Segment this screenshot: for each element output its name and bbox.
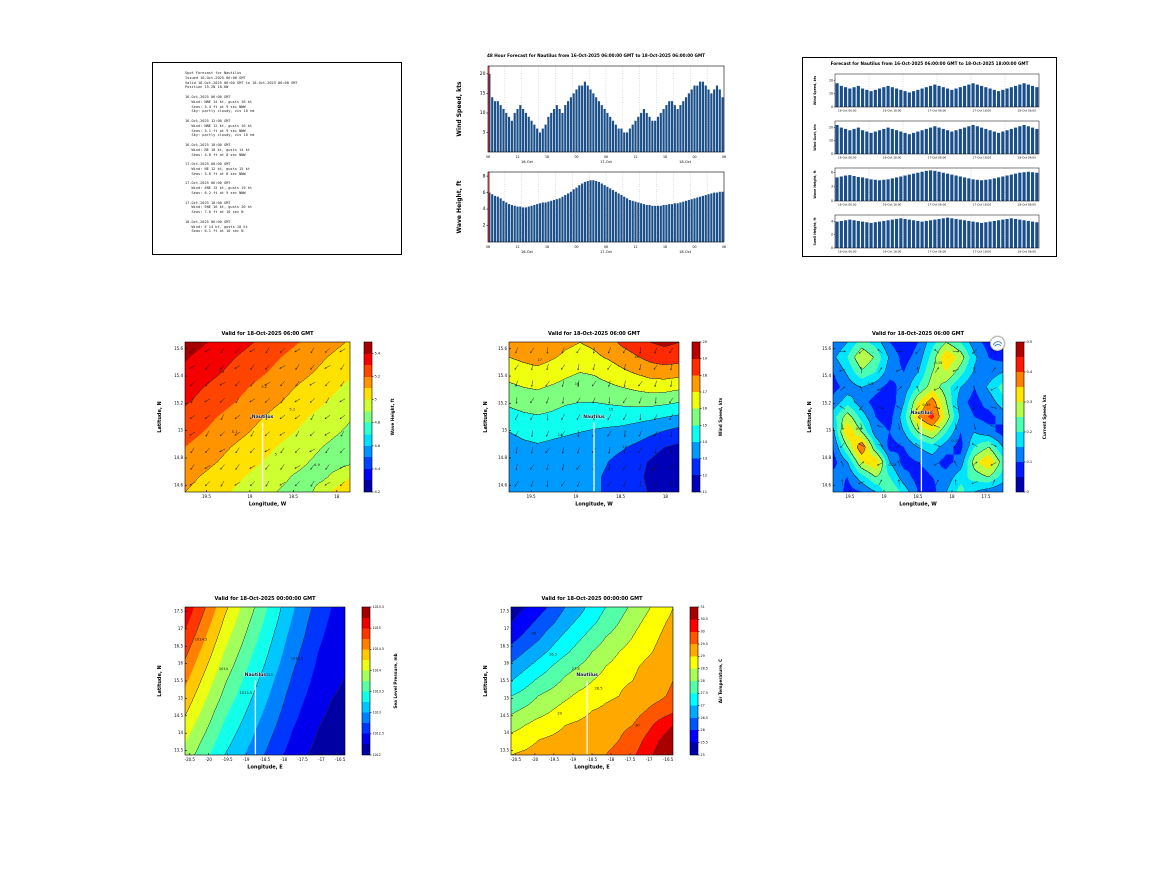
- report-line: 17-Oct-2025 18:00 GMT: [185, 200, 231, 205]
- panel-48h-forecast: 48 Hour Forecast for Nautilus from 16-Oc…: [450, 50, 742, 265]
- forecast-48h-title: 48 Hour Forecast for Nautilus from 16-Oc…: [486, 53, 706, 58]
- report-line: Seas: 5.1 ft at 9 sec NNW: [185, 128, 246, 133]
- panel-wind-speed-map: Valid for 18-Oct-2025 06:00 GMT Nautilus: [478, 325, 733, 518]
- current-map-title: Valid for 18-Oct-2025 06:00 GMT: [871, 331, 965, 337]
- current-map-canvas: [802, 325, 1057, 518]
- report-line: Issued 16-Oct-2025 06:00 GMT: [185, 75, 246, 80]
- report-line: Sky: partly cloudy, vis 10 nm: [185, 133, 255, 138]
- report-line: Seas: 4.8 ft at 8 sec NNW: [185, 152, 246, 157]
- report-line: Wind: NE 10 kt, gusts 14 kt: [185, 147, 250, 152]
- forecast-strips-canvas: [803, 58, 1056, 256]
- report-line: 16-Oct-2025 18:00 GMT: [185, 142, 231, 147]
- panel-wave-height-map: Valid for 18-Oct-2025 06:00 GMT Nautilus: [152, 325, 402, 518]
- report-line: 16-Oct-2025 12:00 GMT: [185, 118, 231, 123]
- report-line: Seas: 5.0 ft at 8 sec NNW: [185, 171, 246, 176]
- panel-current-speed-map: Valid for 18-Oct-2025 06:00 GMT Nautilus: [802, 325, 1057, 518]
- report-line: Seas: 7.0 ft at 10 sec N: [185, 210, 244, 215]
- forecast-text-block: Spot Forecast for Nautilus Issued 16-Oct-…: [153, 63, 401, 240]
- wave-map-title: Valid for 18-Oct-2025 06:00 GMT: [221, 331, 314, 337]
- report-line: Position 15.2N 18.6W: [185, 85, 229, 90]
- report-line: Wind: ENE 15 kt, gusts 19 kt: [185, 186, 253, 191]
- report-line: 17-Oct-2025 06:00 GMT: [185, 181, 231, 186]
- forecast-strips-title: Forecast for Nautilus from 16-Oct-2025 0…: [830, 61, 1029, 66]
- report-line: Seas: 5.4 ft at 9 sec NNW: [185, 104, 246, 109]
- station-label-nautilus: Nautilus: [251, 415, 274, 420]
- station-label-nautilus: Nautilus: [583, 415, 605, 420]
- panel-air-temperature-map: Valid for 18-Oct-2025 00:00:00 GMT Nauti…: [478, 590, 733, 783]
- airtemp-map-canvas: [478, 590, 733, 783]
- panel-text-forecast: Spot Forecast for Nautilus Issued 16-Oct-…: [152, 62, 402, 255]
- report-line: Valid 16-Oct-2025 06:00 GMT to 18-Oct-20…: [185, 80, 298, 85]
- airtemp-map-title: Valid for 18-Oct-2025 00:00:00 GMT: [541, 596, 643, 602]
- report-line: Seas: 6.2 ft at 9 sec NNW: [185, 190, 246, 195]
- brand-logo-icon: [990, 336, 1005, 351]
- station-label-nautilus: Nautilus: [576, 673, 598, 679]
- report-line: Seas: 6.1 ft at 10 sec N: [185, 229, 244, 234]
- report-line: Spot Forecast for Nautilus: [185, 71, 242, 75]
- report-line: Wind: ENE 16 kt, gusts 20 kt: [185, 205, 253, 210]
- panel-forecast-strips: Forecast for Nautilus from 16-Oct-2025 0…: [802, 57, 1057, 257]
- forecast-48h-bars-canvas: [450, 50, 742, 265]
- report-line: 18-Oct-2025 06:00 GMT: [185, 219, 231, 224]
- pressure-map-canvas: [152, 590, 402, 783]
- wave-map-canvas: [152, 325, 402, 518]
- station-label-nautilus: Nautilus: [910, 410, 933, 416]
- report-line: Wind: NNE 12 kt, gusts 16 kt: [185, 123, 253, 128]
- report-line: Wind: NNE 14 kt, gusts 18 kt: [185, 99, 253, 104]
- report-line: 16-Oct-2025 06:00 GMT: [185, 94, 231, 99]
- report-line: Wind: E 14 kt, gusts 18 kt: [185, 224, 248, 229]
- report-line: Sky: partly cloudy, vis 10 nm: [185, 109, 255, 114]
- station-label-nautilus: Nautilus: [244, 673, 267, 679]
- wind-map-canvas: [478, 325, 733, 518]
- report-line: Wind: NE 12 kt, gusts 15 kt: [185, 166, 250, 171]
- panel-sea-level-pressure-map: Valid for 18-Oct-2025 00:00:00 GMT Nauti…: [152, 590, 402, 783]
- report-line: 17-Oct-2025 00:00 GMT: [185, 162, 231, 167]
- wind-map-title: Valid for 18-Oct-2025 06:00 GMT: [547, 331, 641, 337]
- pressure-map-title: Valid for 18-Oct-2025 00:00:00 GMT: [214, 596, 316, 602]
